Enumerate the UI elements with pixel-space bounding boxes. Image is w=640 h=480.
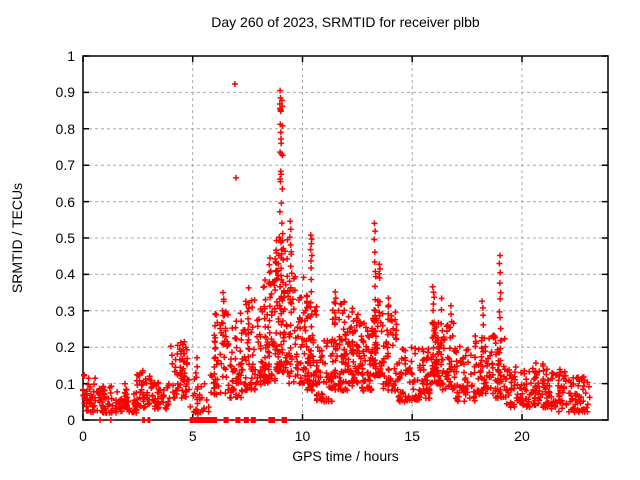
x-tick-label: 0 — [79, 428, 87, 444]
y-tick-label: 0.1 — [55, 375, 75, 392]
x-tick-label: 15 — [404, 428, 420, 444]
grid-lines — [83, 56, 608, 420]
y-tick-label: 0.6 — [55, 193, 75, 210]
y-tick-label: 1 — [67, 48, 75, 64]
tick-marks — [82, 55, 608, 421]
chart-title: Day 260 of 2023, SRMTID for receiver plb… — [211, 14, 480, 30]
y-tick-label: 0 — [67, 412, 75, 428]
y-tick-label: 0.3 — [55, 302, 75, 319]
x-tick-label: 20 — [514, 428, 530, 444]
y-tick-label: 0.7 — [55, 157, 75, 174]
y-tick-label: 0.8 — [55, 120, 75, 137]
y-tick-label: 0.2 — [55, 339, 75, 356]
y-tick-label: 0.5 — [55, 230, 75, 246]
y-tick-label: 0.4 — [55, 266, 75, 283]
x-tick-label: 10 — [294, 428, 311, 444]
x-tick-label: 5 — [188, 428, 197, 444]
x-axis-label: GPS time / hours — [292, 448, 399, 464]
y-tick-label: 0.9 — [55, 84, 75, 101]
scatter-points — [80, 81, 593, 423]
